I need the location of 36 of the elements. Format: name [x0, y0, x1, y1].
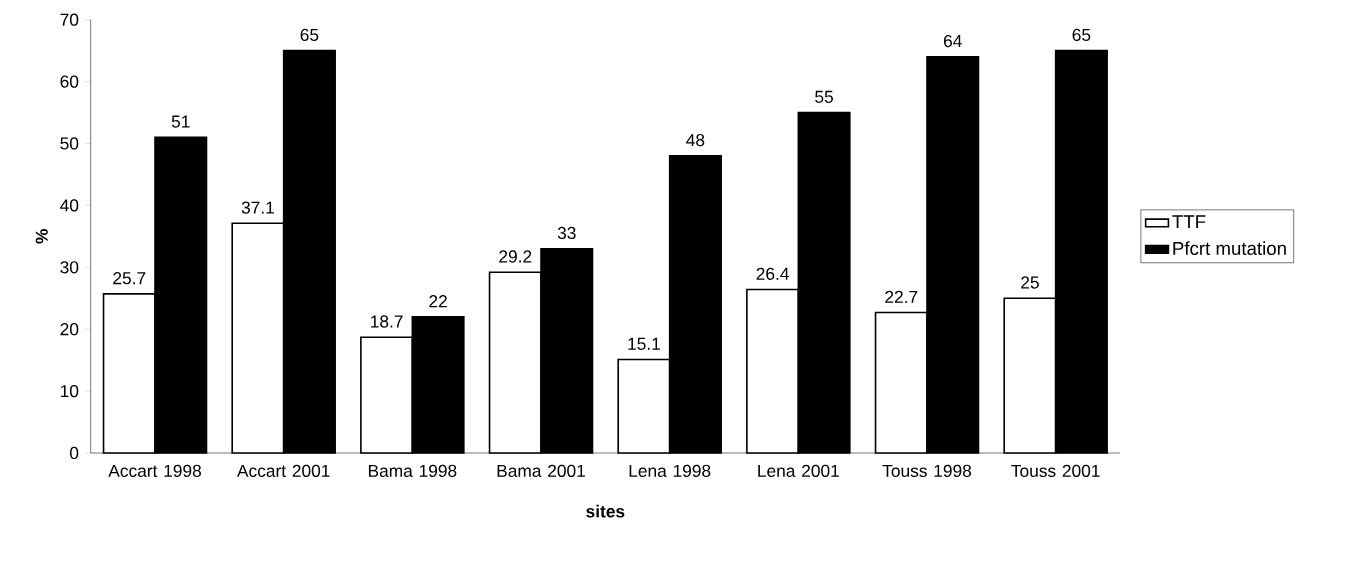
- data-label: 25.7: [113, 272, 146, 285]
- data-label: 26.4: [756, 267, 789, 280]
- data-label: 25: [1021, 276, 1039, 289]
- data-label: 64: [943, 34, 962, 48]
- legend-label: TTF: [1172, 215, 1206, 229]
- y-tick-label: 0: [69, 446, 79, 460]
- x-tick-label: Accart 2001: [236, 464, 330, 477]
- y-tick-label: 30: [60, 261, 79, 274]
- data-label: 55: [815, 90, 833, 103]
- data-label: 22.7: [885, 290, 918, 303]
- x-tick-label: Touss 2001: [1011, 464, 1100, 477]
- x-tick-label: Lena 2001: [758, 464, 839, 477]
- x-tick-label: Accart 1998: [108, 464, 201, 477]
- data-label: 15.1: [628, 337, 660, 350]
- data-label: 65: [300, 28, 319, 42]
- x-tick-label: Bama 2001: [497, 464, 585, 477]
- y-tick-label: 70: [60, 13, 79, 26]
- x-tick-label: Lena 1998: [629, 464, 711, 477]
- x-tick-label: Bama 1998: [368, 464, 457, 477]
- x-axis-title: sites: [586, 504, 625, 518]
- data-label: 22: [429, 295, 447, 308]
- data-label: 18.7: [371, 315, 403, 328]
- y-tick-label: 20: [60, 323, 79, 336]
- data-label: 48: [686, 133, 705, 147]
- y-tick-label: 40: [60, 199, 79, 212]
- y-tick-label: 50: [60, 137, 79, 150]
- x-tick-label: Touss 1998: [882, 464, 972, 477]
- data-label: 37.1: [241, 201, 274, 214]
- data-label: 51: [171, 115, 190, 128]
- data-label: 65: [1072, 28, 1091, 42]
- data-label: 29.2: [499, 250, 532, 263]
- legend-label: Pfcrt mutation: [1173, 241, 1286, 256]
- y-tick-label: 10: [60, 384, 79, 398]
- y-tick-label: 60: [60, 75, 79, 88]
- data-label: 33: [557, 226, 576, 240]
- y-axis-title: %: [35, 229, 48, 244]
